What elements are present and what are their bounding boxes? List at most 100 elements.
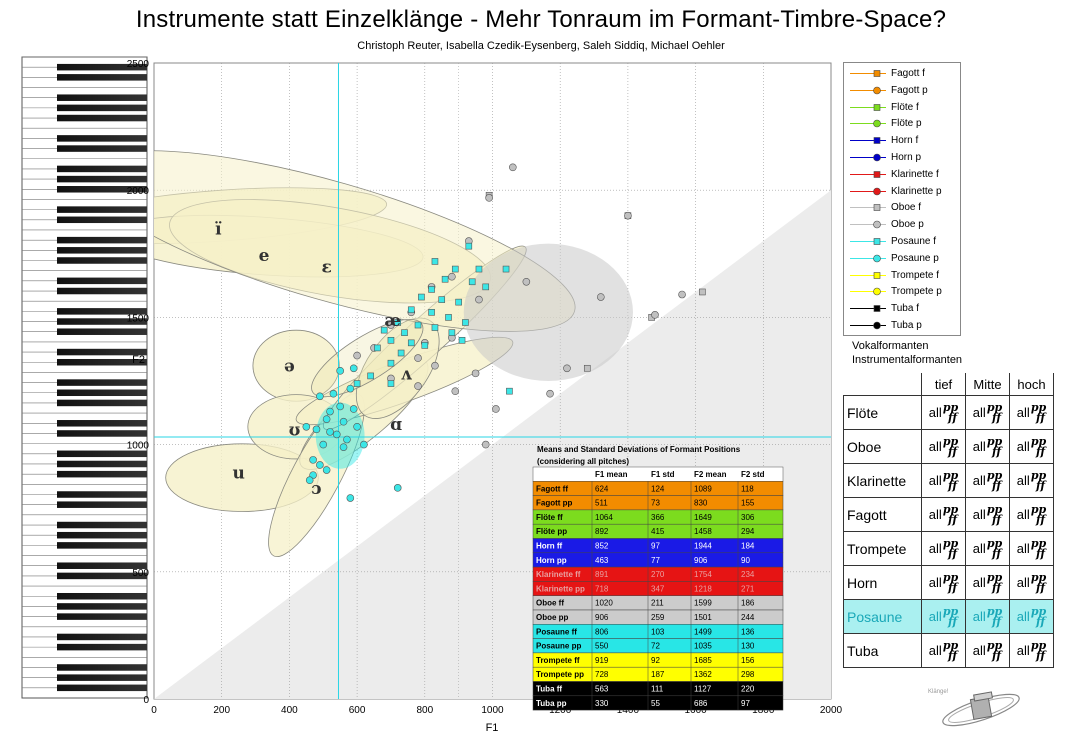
data-point — [678, 290, 686, 299]
stats-cell: 186 — [741, 599, 755, 608]
black-key — [57, 664, 147, 671]
data-point — [431, 258, 439, 265]
cell-all: all — [1016, 541, 1030, 556]
data-point — [387, 359, 395, 367]
page-title: Instrumente statt Einzelklänge - Mehr To… — [135, 6, 947, 33]
y-tick-label: 500 — [132, 568, 149, 579]
data-point — [428, 309, 435, 316]
black-key — [57, 633, 147, 641]
stats-row-label: Horn pp — [536, 556, 567, 565]
legend-label: Horn p — [891, 152, 922, 163]
legend-marker — [850, 238, 886, 245]
legend-marker — [850, 271, 886, 279]
cell-all: all — [972, 473, 986, 488]
cell-all: all — [972, 405, 986, 420]
black-key — [57, 684, 147, 692]
stats-cell: 155 — [741, 499, 755, 508]
legend-circle — [873, 120, 881, 128]
vowel-label: ʌ — [401, 364, 413, 384]
grid-cell: all pp ff — [965, 565, 1010, 600]
stats-cell: 124 — [651, 484, 665, 493]
black-key — [57, 501, 147, 508]
stats-cell: 77 — [651, 556, 660, 565]
cell-all: all — [928, 541, 942, 556]
grid-cell: all pp ff — [965, 531, 1010, 566]
vowel-label: æ — [384, 311, 401, 331]
stats-row-label: Flöte ff — [536, 513, 563, 522]
legend-marker — [850, 103, 886, 111]
data-point — [506, 387, 513, 395]
data-point — [431, 324, 439, 331]
cell-all: all — [928, 507, 942, 522]
legend-label: Trompete p — [891, 286, 942, 298]
stats-row-label: Trompete pp — [536, 670, 584, 679]
black-key — [57, 94, 147, 101]
grid-instrument-label: Posaune — [843, 599, 922, 634]
stats-cell: 330 — [595, 699, 609, 708]
black-key — [57, 186, 147, 193]
data-point — [339, 443, 348, 451]
cell-all: all — [1016, 643, 1030, 658]
legend-item: Flöte f — [844, 99, 960, 116]
grid-cell: all pp ff — [921, 395, 966, 430]
black-key — [57, 175, 147, 183]
stats-cell: 130 — [741, 642, 755, 651]
logo — [942, 691, 1020, 727]
black-key — [57, 114, 147, 122]
legend-item: Klarinette f — [844, 166, 960, 183]
grid-instrument-label: Fagott — [843, 497, 922, 532]
vowel-label: e — [259, 246, 270, 266]
data-point — [305, 476, 314, 485]
cell-all: all — [928, 575, 942, 590]
grid-cell: all pp ff — [1009, 395, 1054, 430]
stats-cell: 294 — [741, 527, 755, 536]
grid-instrument-label: Flöte — [843, 395, 922, 430]
dynamic-marks: pp ff — [1030, 502, 1047, 526]
data-point — [441, 275, 449, 283]
data-point — [546, 389, 554, 398]
black-key — [57, 562, 147, 569]
stats-row — [532, 695, 784, 711]
x-tick-label: 800 — [416, 705, 433, 716]
vowel-formants-heading: Vokalformanten — [852, 340, 929, 352]
grid-instrument-label: Trompete — [843, 531, 922, 566]
legend-square — [873, 305, 881, 312]
stats-row-label: Posaune ff — [536, 627, 577, 636]
dynamic-marks: pp ff — [1030, 604, 1047, 628]
stats-cell: 259 — [651, 613, 665, 622]
legend-item: Fagott f — [844, 65, 960, 82]
stats-cell: 718 — [595, 584, 609, 593]
grid-cell: all pp ff — [965, 497, 1010, 532]
black-key — [57, 603, 147, 610]
cell-all: all — [1016, 575, 1030, 590]
data-point — [332, 430, 341, 439]
grid-row: Tuba all pp ff all pp ff all pp ff — [843, 633, 1054, 668]
cell-all: all — [1016, 405, 1030, 420]
legend-square — [873, 271, 881, 279]
data-point — [346, 384, 355, 393]
data-point — [414, 382, 422, 390]
data-point — [336, 402, 344, 411]
vowel-region — [311, 319, 424, 398]
black-key — [57, 236, 147, 244]
stats-cell: 1685 — [694, 656, 712, 665]
legend-square — [873, 170, 881, 178]
legend-square — [873, 103, 881, 111]
stats-cell: 97 — [651, 542, 660, 551]
legend-item: Trompete f — [844, 267, 960, 284]
legend-label: Trompete f — [891, 269, 939, 281]
dynamic-marks: pp ff — [942, 400, 959, 424]
black-key — [57, 63, 147, 71]
data-point — [624, 211, 632, 220]
dynamic-marks: pp ff — [986, 604, 1003, 628]
data-point — [465, 242, 473, 250]
data-point — [485, 194, 493, 202]
black-key — [57, 470, 147, 478]
legend-marker — [850, 305, 886, 312]
grid-column-header: hoch — [1009, 373, 1054, 396]
stats-row-label: Trompete ff — [536, 656, 580, 665]
grid-row: Trompete all pp ff all pp ff all pp ff — [843, 531, 1054, 566]
legend-item: Klarinette p — [844, 183, 960, 200]
black-key — [57, 318, 147, 325]
data-point — [414, 354, 422, 362]
